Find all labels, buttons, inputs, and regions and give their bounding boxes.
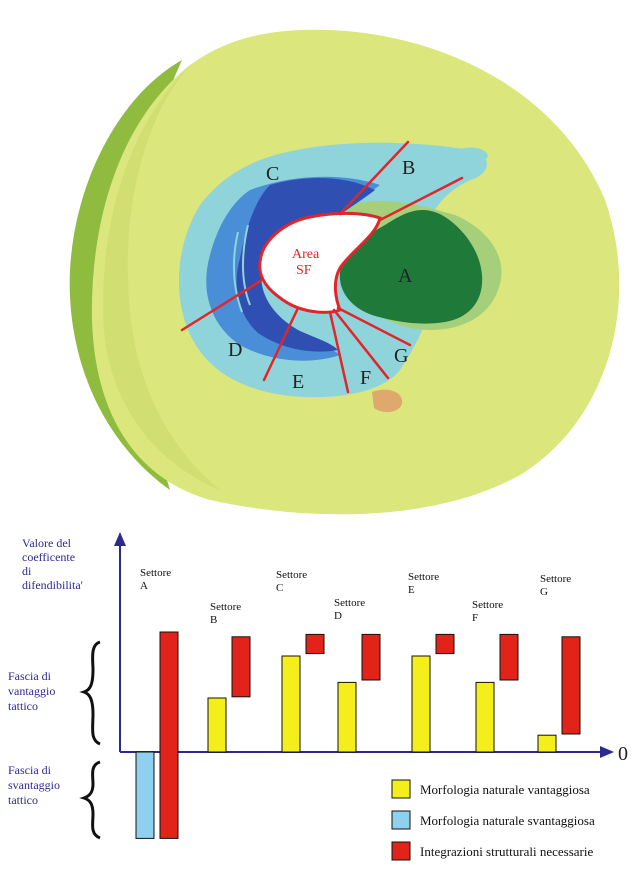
y-axis-label-line: Valore del [22,536,72,550]
sector-header-word: Settore [408,571,439,583]
bar-morfologia-vantaggiosa [537,734,557,753]
chart-bars [135,631,581,839]
sector-header-letter: A [140,580,148,592]
orange-patch [372,389,403,413]
sector-boundaries [180,140,464,394]
legend-label: Morfologia naturale svantaggiosa [420,813,595,828]
boundary-line [332,308,390,380]
sector-label-c: C [266,163,279,185]
sector-label-e: E [292,371,304,393]
bar-morfologia-vantaggiosa [411,655,431,753]
area-sf [258,211,382,314]
sector-label-f: F [360,367,371,389]
legend-swatch [391,779,411,799]
sector-header-letter: F [472,612,478,624]
disadvantage-label-line: Fascia di [8,763,52,777]
sector-headers: SettoreASettoreBSettoreCSettoreDSettoreE… [140,567,571,626]
disadvantage-label-line: tattico [8,793,38,807]
boundary-line [336,306,412,347]
blue-stripe [232,231,243,313]
y-axis-label-line: coefficente [22,550,75,564]
boundary-line [180,278,264,332]
advantage-brace [79,640,101,746]
advantage-band-label: Fascia di vantaggio tattico [8,669,55,713]
bar-integrazioni-strutturali [361,633,381,681]
bar-integrazioni-strutturali [305,633,325,655]
x-axis-arrow [600,746,614,758]
sector-header-letter: C [276,582,283,594]
bar-integrazioni-strutturali [435,633,455,655]
legend-swatch [391,810,411,830]
advantage-label-line: Fascia di [8,669,52,683]
bar-morfologia-svantaggiosa [135,751,155,839]
y-axis-label-line: difendibilita' [22,578,83,592]
boundary-line [378,176,464,222]
legend-swatch [391,841,411,861]
bar-integrazioni-strutturali [561,636,581,735]
boundary-line [328,310,350,394]
bar-morfologia-vantaggiosa [207,697,227,753]
blue-stripe [242,224,251,306]
sector-header-letter: G [540,586,548,598]
bar-morfologia-vantaggiosa [337,681,357,753]
area-sf-label-line1: Area [292,247,320,262]
boundary-line [262,306,300,382]
bar-integrazioni-strutturali [231,636,251,698]
sector-header-word: Settore [334,597,365,609]
light-blue-islet [458,147,488,164]
sector-label-b: B [402,157,415,179]
disadvantage-band-label: Fascia di svantaggio tattico [8,763,60,807]
sector-header-word: Settore [276,569,307,581]
area-sf-label-line2: SF [296,263,312,278]
sector-header-letter: D [334,610,342,622]
advantage-label-line: tattico [8,699,38,713]
legend-label: Morfologia naturale vantaggiosa [420,782,590,797]
legend-label: Integrazioni strutturali necessarie [420,844,593,859]
sector-label-g: G [394,345,408,367]
sector-header-word: Settore [472,599,503,611]
zero-label: 0 [618,743,628,765]
sector-a-area [339,209,483,324]
sector-header-word: Settore [140,567,171,579]
sector-labels: A B C D E F G [228,157,415,393]
y-axis-label: Valore del coefficente di difendibilita' [22,536,83,592]
bar-morfologia-vantaggiosa [475,681,495,753]
dark-blue-band [236,178,375,352]
bar-integrazioni-strutturali [499,633,519,681]
sector-header-word: Settore [540,573,571,585]
sector-label-d: D [228,339,242,361]
outer-terrain-shade [103,65,220,490]
chart-legend: Morfologia naturale vantaggiosa Morfologi… [391,779,595,861]
bar-integrazioni-strutturali [159,631,179,839]
boundary-line [338,140,410,216]
disadvantage-brace [79,760,101,840]
disadvantage-label-line: svantaggio [8,778,60,792]
y-axis-label-line: di [22,564,32,578]
y-axis-arrow [114,532,126,546]
defensibility-chart: 0 Valore del coefficente di difendibilit… [8,532,628,861]
advantage-label-line: vantaggio [8,684,55,698]
terrain-map: A B C D E F G Area SF [69,29,620,515]
bar-morfologia-vantaggiosa [281,655,301,753]
sector-header-letter: E [408,584,415,596]
outer-terrain-edge [69,60,182,490]
sector-header-word: Settore [210,601,241,613]
sector-header-letter: B [210,614,217,626]
sector-label-a: A [398,265,413,287]
